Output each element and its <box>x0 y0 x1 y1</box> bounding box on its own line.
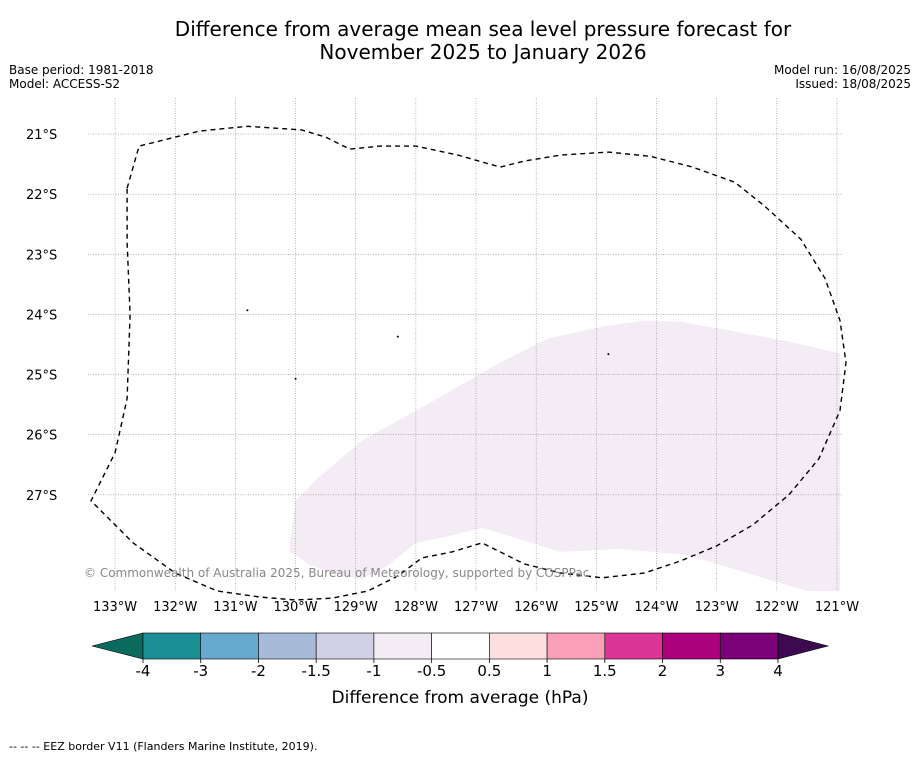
colorbar-tick-label: 2 <box>658 662 668 680</box>
colorbar-segment <box>604 632 663 660</box>
colorbar-tick-label: -1 <box>366 662 381 680</box>
colorbar-segment <box>431 632 490 660</box>
lon-tick-label: 129°W <box>334 600 378 615</box>
colorbar-tick-label: 3 <box>715 662 725 680</box>
colorbar-segment <box>719 632 779 660</box>
lat-tick-label: 26°S <box>26 429 57 444</box>
island-dot <box>294 377 297 380</box>
base-period: Base period: 1981-2018 <box>9 63 154 77</box>
colorbar-tick-label: -1.5 <box>302 662 331 680</box>
lat-tick-label: 23°S <box>26 248 57 263</box>
model-name: Model: ACCESS-S2 <box>9 77 121 91</box>
lat-tick-label: 24°S <box>26 308 57 323</box>
colorbar-segment <box>489 632 548 660</box>
eez-footnote: -- -- -- EEZ border V11 (Flanders Marine… <box>9 740 318 753</box>
lat-tick-label: 21°S <box>26 128 57 143</box>
island-dot <box>246 309 249 312</box>
colorbar-title: Difference from average (hPa) <box>332 688 589 708</box>
issued-date: Issued: 18/08/2025 <box>795 77 911 91</box>
lon-tick-label: 121°W <box>815 600 859 615</box>
colorbar-tick-label: -0.5 <box>417 662 446 680</box>
lon-tick-label: 124°W <box>634 600 678 615</box>
colorbar-segment <box>258 632 317 660</box>
colorbar-segment <box>200 632 259 660</box>
lon-tick-label: 126°W <box>514 600 558 615</box>
lon-tick-label: 133°W <box>93 600 137 615</box>
title-line-2: November 2025 to January 2026 <box>319 40 647 64</box>
colorbar-segment <box>315 632 375 660</box>
colorbar-tick-label: -2 <box>251 662 266 680</box>
lon-tick-label: 122°W <box>755 600 799 615</box>
island-dot <box>396 335 399 338</box>
lon-tick-label: 123°W <box>695 600 739 615</box>
colorbar-segment <box>546 632 606 660</box>
colorbar-tick-label: 1.5 <box>593 662 617 680</box>
island-dot <box>607 353 610 356</box>
colorbar-over-triangle <box>777 632 830 660</box>
colorbar-tick-label: 4 <box>773 662 783 680</box>
colorbar-tick-label: -4 <box>136 662 151 680</box>
colorbar-tick-label: -3 <box>193 662 208 680</box>
colorbar-tick-label: 0.5 <box>477 662 501 680</box>
lon-tick-label: 130°W <box>273 600 317 615</box>
lon-tick-label: 131°W <box>213 600 257 615</box>
meta-left: Base period: 1981-2018 Model: ACCESS-S2 <box>9 63 154 91</box>
lon-tick-label: 132°W <box>153 600 197 615</box>
anomaly-region <box>289 320 840 591</box>
lat-tick-label: 22°S <box>26 188 57 203</box>
colorbar-tick-label: 1 <box>542 662 552 680</box>
map-title: Difference from average mean sea level p… <box>0 18 919 64</box>
model-run: Model run: 16/08/2025 <box>773 63 911 77</box>
meta-right: Model run: 16/08/2025 Issued: 18/08/2025 <box>774 63 911 91</box>
plot-area <box>88 98 847 601</box>
lon-tick-label: 125°W <box>574 600 618 615</box>
colorbar-segment <box>662 632 721 660</box>
copyright-text: © Commonwealth of Australia 2025, Bureau… <box>84 566 589 580</box>
lon-tick-label: 127°W <box>454 600 498 615</box>
colorbar-under-triangle <box>91 632 144 660</box>
title-line-1: Difference from average mean sea level p… <box>174 17 792 41</box>
colorbar-segment <box>373 632 432 660</box>
lon-tick-label: 128°W <box>394 600 438 615</box>
colorbar: -4 -3 -2 -1.5 -1 -0.5 0.5 1 1.5 2 3 4 <box>91 632 830 680</box>
longitude-labels: 133°W 132°W 131°W 130°W 129°W 128°W 127°W 126°W… <box>93 600 859 615</box>
eez-border <box>90 125 847 601</box>
lat-tick-label: 27°S <box>26 489 57 504</box>
latitude-labels: 21°S 22°S 23°S 24°S 25°S 26°S 27°S <box>26 128 57 504</box>
lat-tick-label: 25°S <box>26 369 57 384</box>
colorbar-segment <box>142 632 202 660</box>
